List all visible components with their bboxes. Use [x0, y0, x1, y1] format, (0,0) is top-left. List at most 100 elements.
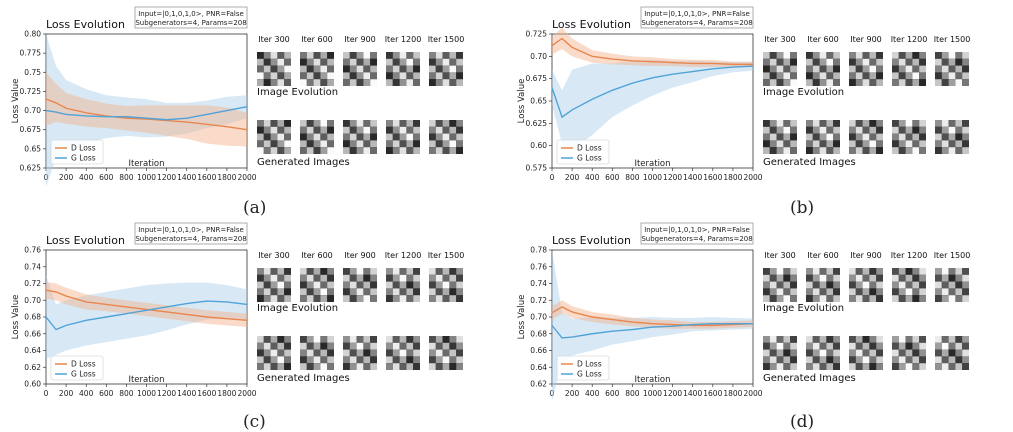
pixel	[826, 133, 834, 141]
pixel	[769, 65, 777, 73]
pixel	[349, 363, 357, 370]
pixel	[962, 342, 969, 350]
pixel	[776, 52, 784, 59]
pixel	[812, 79, 820, 86]
pixel	[370, 52, 377, 59]
pixel	[912, 65, 920, 73]
pixel	[413, 342, 420, 350]
legend-entry: G Loss	[577, 370, 602, 379]
pixel	[769, 126, 777, 134]
pixel	[456, 133, 463, 141]
pixel	[300, 147, 307, 154]
pixel	[819, 363, 827, 370]
pixel	[783, 363, 791, 370]
pixel	[919, 295, 926, 302]
pixel	[399, 349, 407, 357]
pixel	[912, 288, 920, 296]
pixel	[935, 58, 942, 66]
pixel	[849, 147, 856, 154]
pixel	[955, 79, 963, 86]
pixel	[948, 79, 956, 86]
pixel	[399, 133, 407, 141]
iteration-label: Iter 900	[344, 251, 376, 260]
pixel	[905, 268, 913, 275]
pixel	[300, 79, 307, 86]
pixel	[941, 52, 949, 59]
pixel	[955, 363, 963, 370]
pixel	[413, 72, 420, 80]
pixel	[356, 147, 364, 154]
pixel	[806, 336, 813, 343]
iteration-label: Iter 1500	[934, 35, 971, 44]
pixel	[406, 288, 414, 296]
pixel	[399, 356, 407, 364]
pixel	[855, 58, 863, 66]
y-tick-label: 0.76	[24, 246, 41, 255]
pixel	[763, 336, 770, 343]
pixel	[955, 356, 963, 364]
pixel	[763, 295, 770, 302]
pixel	[356, 342, 364, 350]
pixel	[912, 140, 920, 148]
pixel	[919, 72, 926, 80]
pixel	[406, 281, 414, 289]
pixel	[277, 356, 285, 364]
y-axis-label: Loss Value	[11, 295, 21, 340]
y-tick-label: 0.68	[530, 329, 547, 338]
pixel	[833, 363, 840, 370]
pixel	[449, 52, 457, 59]
pixel	[935, 65, 942, 73]
pixel	[806, 147, 813, 154]
pixel	[941, 65, 949, 73]
pixel	[812, 72, 820, 80]
pixel	[826, 126, 834, 134]
pixel	[300, 72, 307, 80]
pixel	[277, 147, 285, 154]
pixel	[429, 336, 436, 343]
pixel	[826, 120, 834, 127]
pixel	[862, 336, 870, 343]
evolution-image	[935, 268, 969, 302]
pixel	[300, 295, 307, 302]
pixel	[442, 58, 450, 66]
pixel	[277, 133, 285, 141]
pixel	[955, 274, 963, 282]
pixel	[343, 126, 350, 134]
pixel	[284, 58, 291, 66]
y-axis-label: Loss Value	[517, 79, 527, 124]
pixel	[833, 336, 840, 343]
pixel	[392, 281, 400, 289]
pixel	[862, 58, 870, 66]
pixel	[919, 126, 926, 134]
pixel	[783, 58, 791, 66]
pixel	[776, 126, 784, 134]
pixel	[935, 356, 942, 364]
pixel	[399, 126, 407, 134]
pixel	[826, 52, 834, 59]
pixel	[257, 342, 264, 350]
pixel	[270, 336, 278, 343]
legend-entry: D Loss	[71, 360, 96, 369]
pixel	[277, 52, 285, 59]
pixel	[327, 79, 334, 86]
evolution-image	[892, 52, 926, 86]
pixel	[941, 288, 949, 296]
pixel	[363, 65, 371, 73]
pixel	[876, 140, 883, 148]
pixel	[862, 274, 870, 282]
pixel	[435, 140, 443, 148]
evolution-image	[429, 52, 463, 86]
pixel	[277, 65, 285, 73]
pixel	[898, 65, 906, 73]
x-tick-label: 800	[625, 389, 640, 398]
pixel	[941, 281, 949, 289]
pixel	[429, 288, 436, 296]
pixel	[300, 58, 307, 66]
pixel	[306, 58, 314, 66]
panel-c: Loss Evolution Input=|0,1,0,1,0>, PNR=Fal…	[0, 216, 506, 432]
pixel	[948, 363, 956, 370]
pixel	[955, 295, 963, 302]
pixel	[386, 133, 393, 141]
pixel	[869, 342, 877, 350]
pixel	[363, 363, 371, 370]
